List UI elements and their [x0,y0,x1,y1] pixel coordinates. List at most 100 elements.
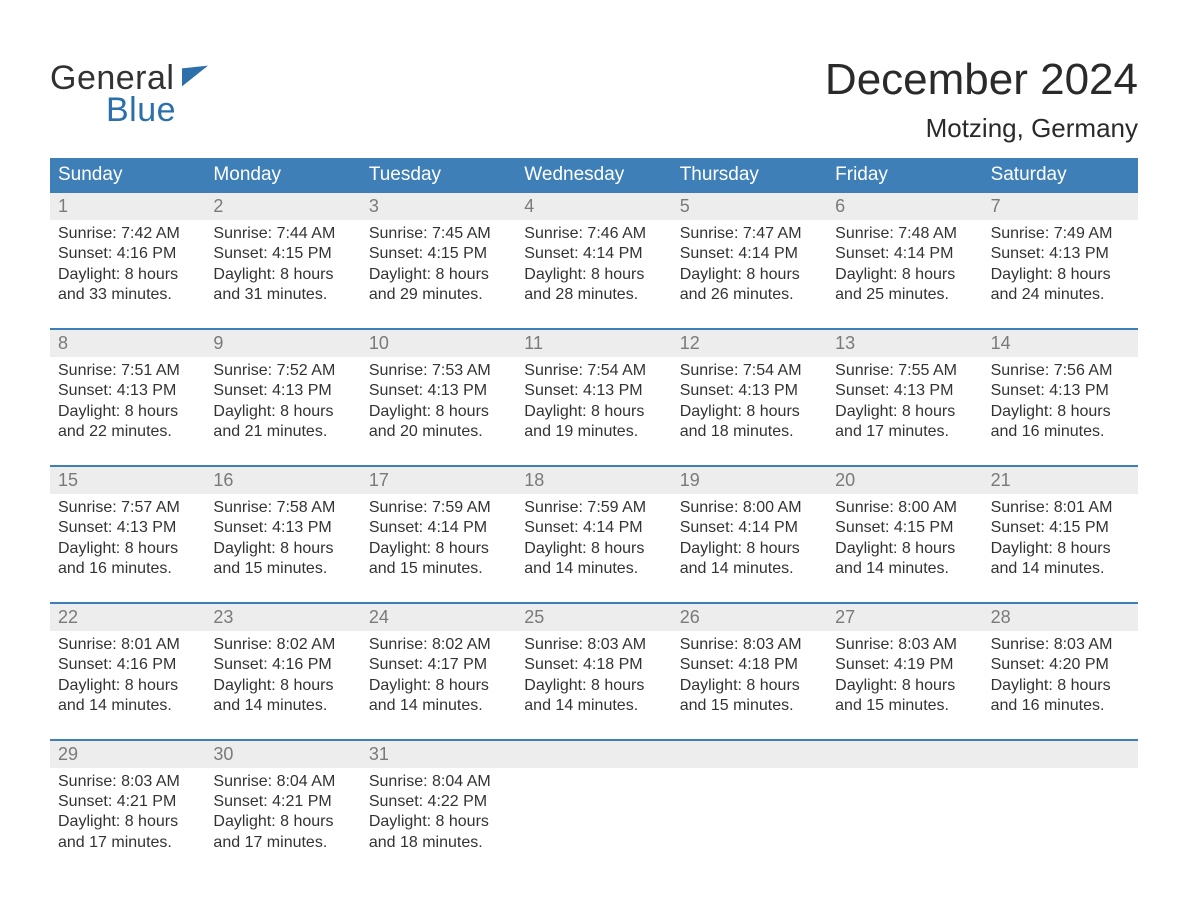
day-dl1: Daylight: 8 hours [58,402,197,422]
calendar-week: 15Sunrise: 7:57 AMSunset: 4:13 PMDayligh… [50,465,1138,586]
day-number-row: 16 [205,467,360,494]
day-number-row: 10 [361,330,516,357]
day-number: 12 [680,333,700,353]
day-number-row: 6 [827,193,982,220]
day-sunrise: Sunrise: 7:48 AM [835,224,974,244]
day-body: Sunrise: 7:56 AMSunset: 4:13 PMDaylight:… [983,357,1138,449]
day-dl1: Daylight: 8 hours [58,265,197,285]
day-dl1: Daylight: 8 hours [835,676,974,696]
day-dl2: and 15 minutes. [680,696,819,716]
day-dl2: and 29 minutes. [369,285,508,305]
day-sunset: Sunset: 4:14 PM [680,518,819,538]
day-number: 21 [991,470,1011,490]
day-dl1: Daylight: 8 hours [58,539,197,559]
day-number: 17 [369,470,389,490]
day-sunrise: Sunrise: 7:44 AM [213,224,352,244]
day-sunset: Sunset: 4:14 PM [524,518,663,538]
day-dl1: Daylight: 8 hours [680,676,819,696]
day-dl2: and 15 minutes. [835,696,974,716]
calendar-day [672,741,827,860]
calendar-day: 17 Sunrise: 7:59 AMSunset: 4:14 PMDayligh… [361,467,516,586]
day-number: 15 [58,470,78,490]
logo: General Blue [50,55,208,127]
day-number-row: 2 [205,193,360,220]
day-number: 2 [213,196,223,216]
day-number: 9 [213,333,223,353]
day-sunset: Sunset: 4:14 PM [680,244,819,264]
day-number: 29 [58,744,78,764]
day-dl1: Daylight: 8 hours [680,402,819,422]
calendar-week: 8Sunrise: 7:51 AMSunset: 4:13 PMDaylight… [50,328,1138,449]
day-dl2: and 16 minutes. [991,696,1130,716]
day-number: 8 [58,333,68,353]
day-body: Sunrise: 7:59 AMSunset: 4:14 PMDaylight:… [361,494,516,586]
day-number: 27 [835,607,855,627]
weekday-header-row: Sunday Monday Tuesday Wednesday Thursday… [50,158,1138,193]
day-dl1: Daylight: 8 hours [369,402,508,422]
day-sunrise: Sunrise: 7:54 AM [524,361,663,381]
day-number-row: 31 [361,741,516,768]
day-dl2: and 20 minutes. [369,422,508,442]
day-number-row: 18 [516,467,671,494]
calendar-day: 15Sunrise: 7:57 AMSunset: 4:13 PMDayligh… [50,467,205,586]
day-number-row [827,741,982,768]
day-dl2: and 17 minutes. [58,833,197,853]
day-body: Sunrise: 7:54 AMSunset: 4:13 PMDaylight:… [516,357,671,449]
day-sunrise: Sunrise: 7:56 AM [991,361,1130,381]
day-sunset: Sunset: 4:14 PM [369,518,508,538]
day-dl1: Daylight: 8 hours [835,539,974,559]
day-dl2: and 21 minutes. [213,422,352,442]
day-dl2: and 17 minutes. [213,833,352,853]
day-dl1: Daylight: 8 hours [213,812,352,832]
day-number-row: 15 [50,467,205,494]
calendar-day: 2Sunrise: 7:44 AMSunset: 4:15 PMDaylight… [205,193,360,312]
calendar-weeks: 1Sunrise: 7:42 AMSunset: 4:16 PMDaylight… [50,193,1138,859]
day-number-row: 23 [205,604,360,631]
day-sunset: Sunset: 4:16 PM [58,244,197,264]
day-number-row: 19 [672,467,827,494]
day-sunrise: Sunrise: 7:59 AM [369,498,508,518]
day-sunset: Sunset: 4:13 PM [369,381,508,401]
day-dl1: Daylight: 8 hours [524,265,663,285]
day-sunrise: Sunrise: 7:52 AM [213,361,352,381]
day-body: Sunrise: 8:03 AMSunset: 4:19 PMDaylight:… [827,631,982,723]
day-body: Sunrise: 8:00 AMSunset: 4:15 PMDaylight:… [827,494,982,586]
day-sunrise: Sunrise: 7:47 AM [680,224,819,244]
calendar-day [827,741,982,860]
day-sunset: Sunset: 4:18 PM [524,655,663,675]
day-body: Sunrise: 8:02 AMSunset: 4:16 PMDaylight:… [205,631,360,723]
day-number-row: 26 [672,604,827,631]
day-number: 26 [680,607,700,627]
day-sunrise: Sunrise: 7:58 AM [213,498,352,518]
day-number-row: 30 [205,741,360,768]
day-dl1: Daylight: 8 hours [524,402,663,422]
day-sunrise: Sunrise: 7:55 AM [835,361,974,381]
day-sunrise: Sunrise: 8:01 AM [991,498,1130,518]
day-sunrise: Sunrise: 8:02 AM [213,635,352,655]
day-number-row: 21 [983,467,1138,494]
day-sunrise: Sunrise: 7:53 AM [369,361,508,381]
day-dl2: and 16 minutes. [58,559,197,579]
day-sunset: Sunset: 4:19 PM [835,655,974,675]
day-number-row: 12 [672,330,827,357]
day-body: Sunrise: 8:04 AMSunset: 4:21 PMDaylight:… [205,768,360,860]
day-body: Sunrise: 7:49 AMSunset: 4:13 PMDaylight:… [983,220,1138,312]
day-number-row: 8 [50,330,205,357]
day-number-row: 13 [827,330,982,357]
calendar-day: 5Sunrise: 7:47 AMSunset: 4:14 PMDaylight… [672,193,827,312]
day-number: 16 [213,470,233,490]
day-sunrise: Sunrise: 7:51 AM [58,361,197,381]
day-number-row: 4 [516,193,671,220]
day-dl1: Daylight: 8 hours [213,402,352,422]
page: General Blue December 2024 Motzing, Germ… [0,0,1188,899]
day-sunset: Sunset: 4:22 PM [369,792,508,812]
day-dl1: Daylight: 8 hours [524,676,663,696]
day-sunrise: Sunrise: 7:59 AM [524,498,663,518]
day-dl2: and 16 minutes. [991,422,1130,442]
day-body: Sunrise: 7:45 AMSunset: 4:15 PMDaylight:… [361,220,516,312]
day-sunset: Sunset: 4:14 PM [524,244,663,264]
page-title: December 2024 [825,55,1138,105]
calendar-day: 6Sunrise: 7:48 AMSunset: 4:14 PMDaylight… [827,193,982,312]
day-number: 10 [369,333,389,353]
weekday-label: Wednesday [516,158,671,193]
